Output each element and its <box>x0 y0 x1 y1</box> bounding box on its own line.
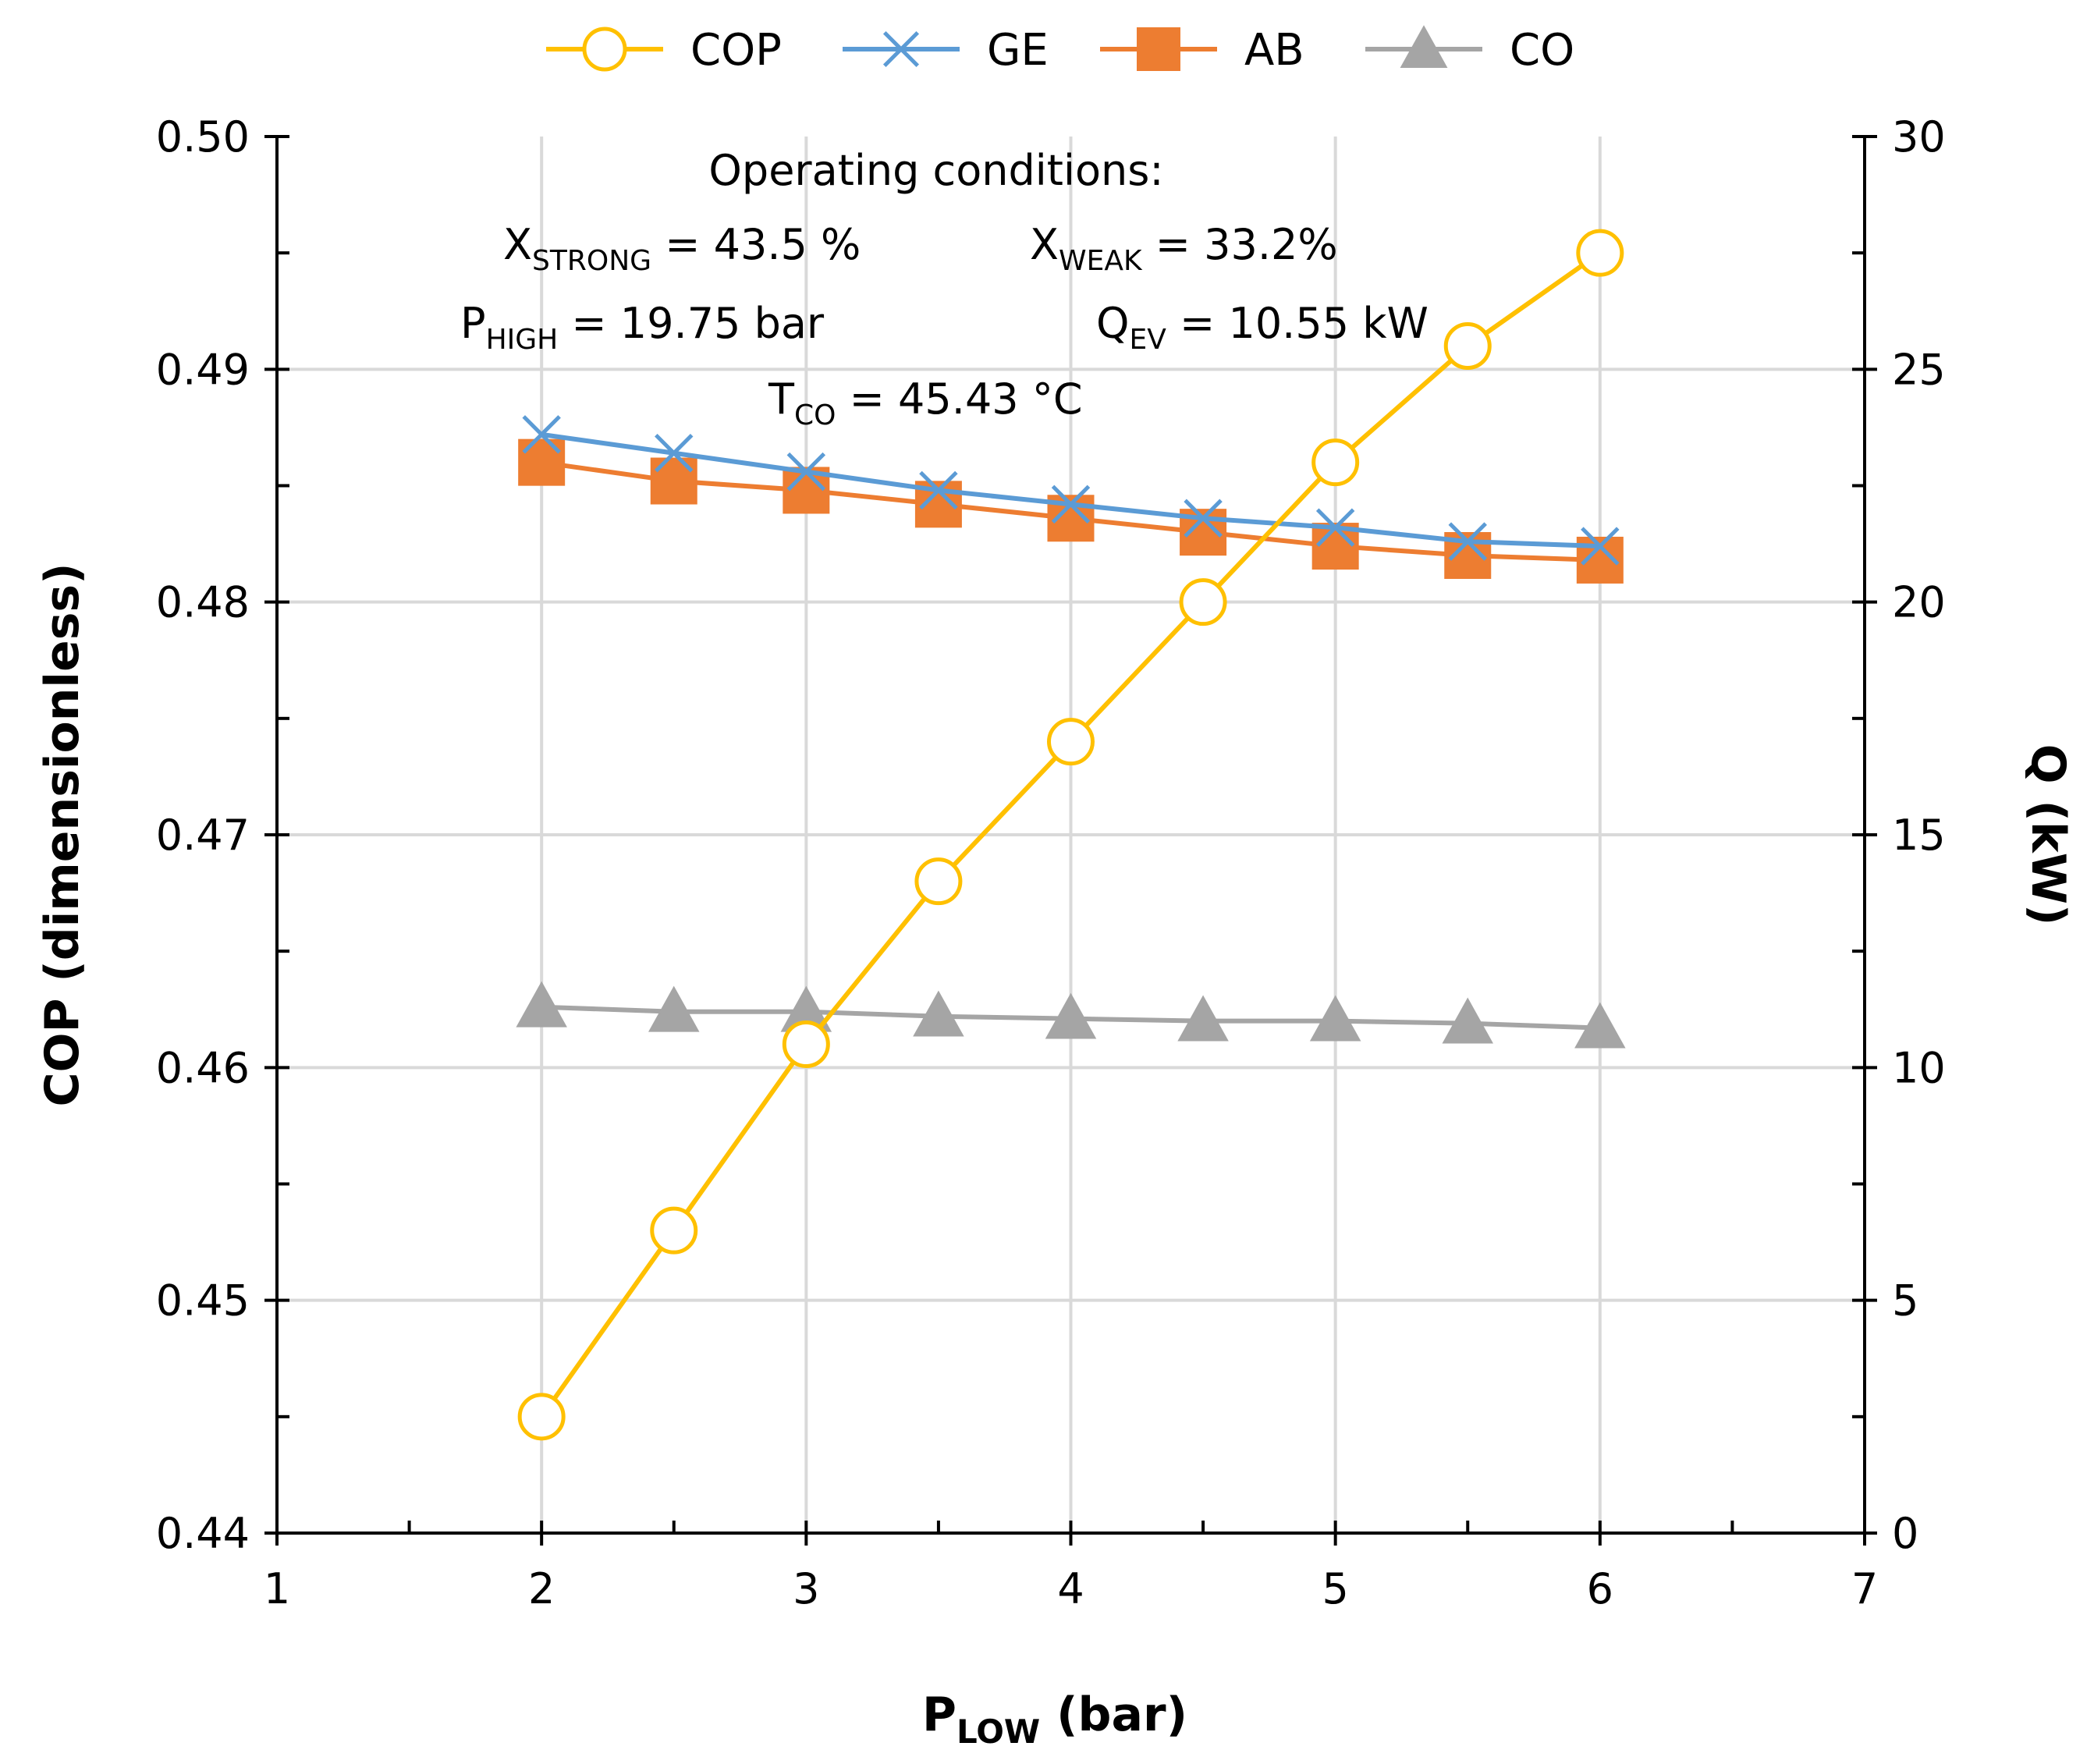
legend-label: AB <box>1244 25 1304 76</box>
ge-point <box>1315 508 1355 547</box>
y2-axis-title: Q (kW) <box>2021 744 2075 926</box>
cop-point <box>914 857 963 906</box>
y2-tick-label: 10 <box>1892 1043 1946 1092</box>
series-cop <box>517 229 1624 1441</box>
annotation-t-co: TCO = 45.43 °C <box>768 374 1083 431</box>
cop-point <box>1311 438 1360 487</box>
y-tick-label: 0.49 <box>156 345 250 394</box>
legend-label: CO <box>1510 25 1574 76</box>
co-point <box>1442 997 1493 1044</box>
legend-label: COP <box>690 25 782 76</box>
x-tick-label: 6 <box>1587 1564 1613 1613</box>
y-tick-label: 0.48 <box>156 578 250 627</box>
co-point <box>1309 995 1361 1042</box>
cop-point <box>517 1393 566 1441</box>
co-point <box>516 981 567 1028</box>
ge-point <box>1581 527 1620 566</box>
co-point <box>1574 1002 1626 1049</box>
ge-point <box>1051 484 1091 524</box>
y2-tick-label: 5 <box>1892 1276 1918 1326</box>
annotation-x-strong: XSTRONG = 43.5 % <box>503 220 861 277</box>
cop-point <box>1576 229 1624 277</box>
legend: COP GE AB CO <box>546 25 1574 76</box>
x-tick-label: 2 <box>528 1564 555 1613</box>
x-axis-title: PLOW (bar) <box>922 1688 1187 1751</box>
cop-point <box>782 1020 830 1068</box>
legend-item-ge: GE <box>843 25 1049 76</box>
series <box>516 229 1626 1441</box>
y2-tick-label: 20 <box>1892 578 1946 627</box>
ge-point <box>655 434 694 473</box>
annotation-q-ev: QEV = 10.55 kW <box>1096 299 1429 356</box>
cop-point <box>1047 718 1095 766</box>
x-tick-label: 5 <box>1322 1564 1348 1613</box>
ab-point <box>518 438 566 486</box>
co-point <box>913 990 964 1037</box>
y2-tick-label: 0 <box>1892 1509 1918 1558</box>
legend-marker <box>1400 25 1448 68</box>
y-tick-label: 0.44 <box>156 1509 250 1558</box>
annotation-x-weak: XWEAK = 33.2% <box>1030 220 1338 277</box>
ge-point <box>919 470 958 510</box>
y-axis-title: COP (dimensionless) <box>35 563 90 1106</box>
y-tick-label: 0.46 <box>156 1043 250 1092</box>
annotation-title: Operating conditions: <box>708 146 1163 195</box>
legend-item-cop: COP <box>546 25 782 76</box>
y-tick-label: 0.50 <box>156 112 250 161</box>
legend-marker <box>1137 27 1180 71</box>
cop-point <box>1179 578 1227 626</box>
legend-item-ab: AB <box>1100 25 1304 76</box>
gridlines <box>277 137 1865 1533</box>
ge-point <box>786 452 826 492</box>
y-tick-label: 0.47 <box>156 811 250 860</box>
cop-point <box>1443 322 1492 370</box>
ge-point <box>1448 522 1487 561</box>
ge-point <box>1184 499 1223 538</box>
co-point <box>648 985 700 1032</box>
y2-tick-label: 15 <box>1892 811 1946 860</box>
axes: 1 2 3 4 5 6 7 0.44 0 0.45 5 0.46 10 0.47 15 0.48 20 0.49 2… <box>156 112 1946 1613</box>
y2-tick-label: 30 <box>1892 112 1946 161</box>
y2-tick-label: 25 <box>1892 345 1946 394</box>
series-ge <box>522 415 1620 566</box>
x-tick-label: 1 <box>264 1564 290 1613</box>
legend-label: GE <box>987 25 1049 76</box>
ge-point <box>522 415 561 454</box>
legend-marker <box>882 30 920 68</box>
x-tick-label: 3 <box>793 1564 819 1613</box>
operating-conditions: Operating conditions: XSTRONG = 43.5 % X… <box>460 146 1429 431</box>
ab-point <box>650 457 697 505</box>
series-co <box>516 981 1626 1049</box>
annotation-p-high: PHIGH = 19.75 bar <box>460 299 825 356</box>
co-point <box>1177 995 1229 1042</box>
x-tick-label: 4 <box>1057 1564 1084 1613</box>
cop-point <box>650 1206 698 1255</box>
legend-marker <box>582 27 627 72</box>
y-tick-label: 0.45 <box>156 1276 250 1326</box>
x-tick-label: 7 <box>1851 1564 1878 1613</box>
legend-item-co: CO <box>1365 25 1574 76</box>
co-point <box>1045 992 1097 1039</box>
